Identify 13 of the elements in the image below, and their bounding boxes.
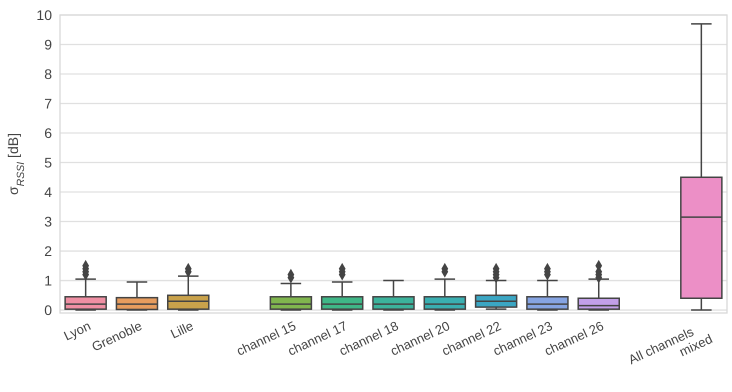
- y-tick-label: 10: [36, 6, 52, 23]
- y-tick-label: 8: [44, 66, 52, 82]
- y-tick-label: 2: [44, 242, 52, 259]
- y-tick-label: 4: [44, 184, 52, 200]
- x-tick-label: Lyon: [61, 318, 93, 344]
- y-tick-label: 3: [44, 213, 52, 230]
- y-tick-label: 5: [44, 154, 52, 170]
- y-tick-label: 7: [44, 95, 52, 112]
- y-tick-label: 0: [44, 302, 52, 318]
- x-tick-label: Lille: [168, 318, 196, 342]
- y-tick-label: 1: [44, 272, 52, 288]
- y-tick-label: 9: [44, 36, 52, 52]
- y-tick-label: 6: [44, 124, 52, 141]
